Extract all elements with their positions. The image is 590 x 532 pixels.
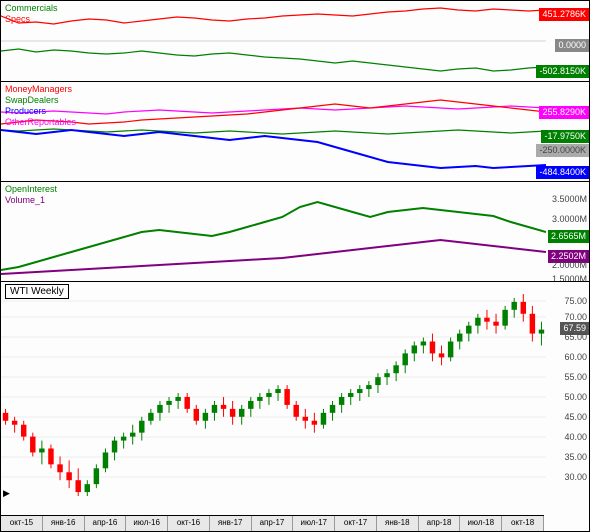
price-axis-label: 45.00	[564, 412, 587, 422]
panel-cot-detail: MoneyManagers SwapDealers Producers Othe…	[1, 81, 589, 181]
price-axis-label: 60.00	[564, 352, 587, 362]
x-axis-tick: окт-17	[335, 516, 377, 531]
value-label: -17.9750K	[541, 130, 589, 143]
x-axis-tick: апр-16	[85, 516, 127, 531]
x-axis-tick: июл-17	[293, 516, 335, 531]
chart-container: Commercials Specs 451.2786K 0.0000 -502.81…	[0, 0, 590, 532]
legend-swapdealers: SwapDealers	[5, 95, 76, 106]
panel1-legend: Commercials Specs	[5, 3, 58, 25]
price-axis-label: 50.00	[564, 392, 587, 402]
price-axis-label: 75.00	[564, 296, 587, 306]
price-axis-label: 30.00	[564, 472, 587, 482]
price-axis-label: 40.00	[564, 432, 587, 442]
x-axis-tick: окт-18	[502, 516, 544, 531]
legend-specs: Specs	[5, 14, 58, 25]
x-axis-tick: янв-17	[210, 516, 252, 531]
legend-commercials: Commercials	[5, 3, 58, 14]
value-label: 0.0000	[555, 39, 589, 52]
value-label: 3.5000M	[552, 194, 587, 204]
legend-volume: Volume_1	[5, 195, 57, 206]
value-label: 2.6565M	[548, 230, 589, 243]
panel-openinterest: OpenInterest Volume_1 3.5000M 3.0000M 2.65…	[1, 181, 589, 281]
value-label: -502.8150K	[536, 65, 589, 78]
chart-title: WTI Weekly	[5, 284, 69, 299]
legend-openinterest: OpenInterest	[5, 184, 57, 195]
arrow-icon: ▶	[3, 488, 10, 499]
x-axis-tick: окт-15	[1, 516, 43, 531]
value-label: 3.0000M	[552, 214, 587, 224]
panel3-svg	[1, 182, 546, 282]
panel3-legend: OpenInterest Volume_1	[5, 184, 57, 206]
value-label: 2.0000M	[552, 260, 587, 270]
x-axis-tick: апр-18	[419, 516, 461, 531]
legend-producers: Producers	[5, 106, 76, 117]
x-axis-tick: янв-16	[43, 516, 85, 531]
value-label: 451.2786K	[539, 8, 589, 21]
price-axis-label: 70.00	[564, 312, 587, 322]
x-axis-tick: июл-16	[126, 516, 168, 531]
legend-otherreportables: OtherReportables	[5, 117, 76, 128]
x-axis-tick: янв-18	[377, 516, 419, 531]
value-label: -484.8400K	[536, 166, 589, 179]
price-axis-label: 65.00	[564, 332, 587, 342]
value-label: 255.8290K	[539, 106, 589, 119]
value-label: -250.0000K	[536, 144, 589, 157]
x-axis-tick: июл-18	[460, 516, 502, 531]
x-axis-tick: апр-17	[252, 516, 294, 531]
price-axis-label: 35.00	[564, 452, 587, 462]
price-svg	[1, 282, 546, 502]
x-axis-tick: окт-16	[168, 516, 210, 531]
panel-price: WTI Weekly 75.0070.0067.5965.0060.0055.0…	[1, 281, 589, 517]
legend-moneymanagers: MoneyManagers	[5, 84, 76, 95]
panel2-legend: MoneyManagers SwapDealers Producers Othe…	[5, 84, 76, 128]
panel-commercials-specs: Commercials Specs 451.2786K 0.0000 -502.81…	[1, 1, 589, 81]
panel1-svg	[1, 1, 546, 81]
panel2-svg	[1, 82, 546, 182]
x-axis: окт-15янв-16апр-16июл-16окт-16янв-17апр-…	[1, 515, 544, 531]
price-axis-label: 55.00	[564, 372, 587, 382]
